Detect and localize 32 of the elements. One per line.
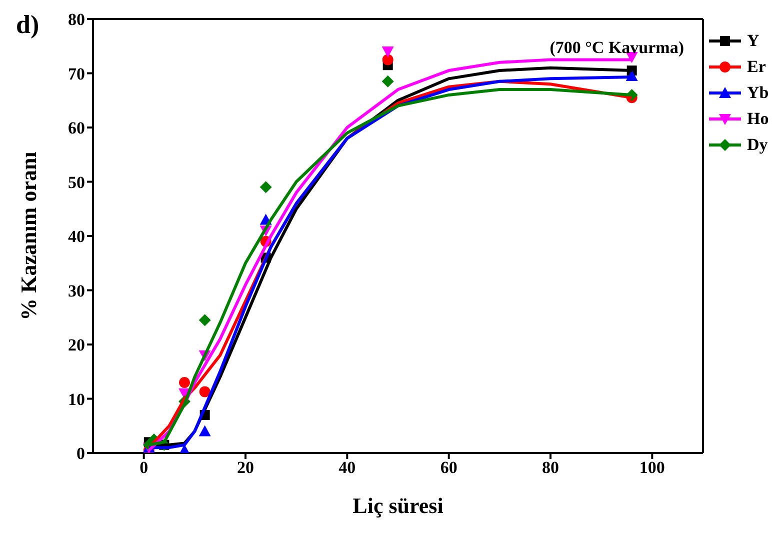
y-tick-label: 80 — [68, 10, 85, 30]
legend-label: Dy — [747, 135, 768, 155]
point — [179, 376, 190, 388]
y-tick-label: 60 — [68, 118, 85, 138]
point — [198, 314, 211, 326]
x-axis-title: Liç süresi — [352, 493, 444, 518]
x-tick-label: 40 — [338, 458, 356, 478]
y-tick-label: 70 — [68, 64, 85, 84]
y-axis-title: % Kazanım oranı — [16, 152, 41, 320]
x-tick-label: 60 — [440, 458, 458, 478]
annotation: (700 °C Kavurma) — [550, 38, 684, 58]
legend-label: Y — [747, 31, 760, 51]
point — [260, 181, 272, 194]
legend-label: Er — [747, 57, 766, 77]
y-tick-label: 10 — [68, 390, 85, 409]
y-tick-label: 30 — [68, 281, 85, 300]
legend-label: Ho — [747, 109, 769, 129]
text: d) — [16, 10, 40, 40]
point — [198, 425, 211, 436]
point — [382, 46, 394, 58]
x-tick-label: 20 — [237, 458, 254, 478]
point — [382, 75, 394, 88]
y-tick-label: 40 — [68, 227, 85, 246]
point — [199, 386, 210, 398]
y-tick-label: 0 — [76, 444, 85, 464]
point — [382, 54, 394, 66]
y-tick-label: 50 — [68, 172, 85, 192]
y-tick-label: 20 — [68, 336, 85, 355]
legend-label: Yb — [747, 83, 769, 103]
x-tick-label: 0 — [140, 458, 148, 478]
x-tick-label: 80 — [542, 458, 559, 478]
x-tick-label: 100 — [639, 458, 665, 478]
